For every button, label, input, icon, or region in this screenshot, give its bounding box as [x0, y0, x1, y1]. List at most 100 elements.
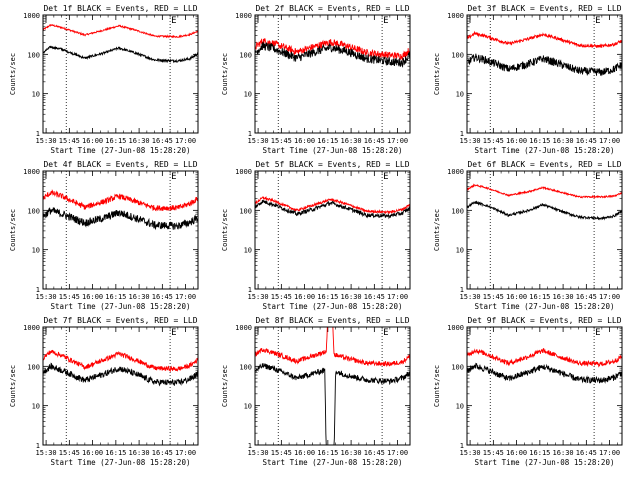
lld-series-line — [467, 348, 622, 368]
y-tick-label: 1000 — [23, 324, 40, 332]
x-tick-label: 16:00 — [82, 293, 103, 301]
x-axis-label: Start Time (27-Jun-08 15:28:20) — [263, 458, 403, 467]
y-tick-label: 10 — [244, 403, 252, 411]
x-axis-label: Start Time (27-Jun-08 15:28:20) — [51, 458, 191, 467]
y-tick-label: 1000 — [23, 168, 40, 176]
x-tick-label: 16:45 — [576, 449, 597, 457]
lld-series-line — [467, 30, 622, 49]
x-tick-label: 15:45 — [271, 449, 292, 457]
x-tick-label: 15:45 — [483, 137, 504, 145]
y-tick-label: 1000 — [235, 168, 252, 176]
detector-panel-2: Det 2f BLACK = Events, RED = LLD Counts/s… — [221, 4, 411, 155]
y-tick-label: 100 — [451, 363, 464, 371]
y-tick-label: 10 — [244, 91, 252, 99]
x-tick-label: 15:45 — [483, 293, 504, 301]
x-tick-label: 16:45 — [364, 137, 385, 145]
y-tick-label: 1000 — [447, 168, 464, 176]
x-axis-label: Start Time (27-Jun-08 15:28:20) — [51, 146, 191, 155]
event-marker-label: E — [383, 172, 388, 182]
lld-series-line — [467, 183, 622, 200]
y-tick-label: 100 — [239, 207, 252, 215]
x-tick-label: 17:00 — [387, 449, 408, 457]
x-tick-label: 16:30 — [341, 293, 362, 301]
lld-series-line — [255, 37, 410, 61]
event-marker-label: E — [595, 172, 600, 182]
x-tick-label: 16:45 — [364, 293, 385, 301]
x-tick-label: 15:45 — [59, 449, 80, 457]
x-tick-label: 16:45 — [152, 293, 173, 301]
x-tick-label: 16:15 — [105, 293, 126, 301]
x-tick-label: 16:00 — [506, 449, 527, 457]
x-tick-label: 16:15 — [529, 293, 550, 301]
x-tick-label: 16:45 — [152, 449, 173, 457]
x-axis-label: Start Time (27-Jun-08 15:28:20) — [263, 302, 403, 311]
x-tick-label: 16:45 — [364, 449, 385, 457]
x-tick-label: 16:30 — [553, 293, 574, 301]
x-tick-label: 16:30 — [129, 293, 150, 301]
x-tick-label: 16:30 — [129, 449, 150, 457]
x-tick-label: 15:30 — [460, 449, 481, 457]
y-tick-label: 10 — [456, 91, 464, 99]
x-tick-label: 16:30 — [341, 137, 362, 145]
y-tick-label: 1 — [460, 130, 464, 138]
y-tick-label: 1000 — [23, 12, 40, 20]
x-axis-label: Start Time (27-Jun-08 15:28:20) — [51, 302, 191, 311]
y-tick-label: 10 — [32, 91, 40, 99]
detector-panel-9: Det 9f BLACK = Events, RED = LLD Counts/s… — [433, 316, 623, 467]
x-tick-label: 17:00 — [175, 449, 196, 457]
detector-panel-3: Det 3f BLACK = Events, RED = LLD Counts/s… — [433, 4, 623, 155]
y-tick-label: 1000 — [235, 12, 252, 20]
x-tick-label: 16:00 — [294, 449, 315, 457]
x-tick-label: 15:30 — [248, 137, 269, 145]
event-marker-label: E — [595, 328, 600, 338]
panel-title: Det 3f BLACK = Events, RED = LLD — [467, 4, 621, 13]
detector-panel-5: Det 5f BLACK = Events, RED = LLD Counts/s… — [221, 160, 411, 311]
x-axis-label: Start Time (27-Jun-08 15:28:20) — [475, 302, 615, 311]
x-tick-label: 16:30 — [553, 137, 574, 145]
panel-title: Det 4f BLACK = Events, RED = LLD — [43, 160, 197, 169]
x-tick-label: 15:30 — [460, 137, 481, 145]
y-tick-label: 10 — [244, 247, 252, 255]
x-tick-label: 17:00 — [175, 137, 196, 145]
y-tick-label: 10 — [32, 247, 40, 255]
event-marker-label: E — [383, 16, 388, 26]
x-tick-label: 16:30 — [553, 449, 574, 457]
x-tick-label: 15:30 — [36, 449, 57, 457]
y-axis-label: Counts/sec — [433, 53, 441, 95]
x-tick-label: 16:00 — [82, 137, 103, 145]
x-tick-label: 15:30 — [248, 449, 269, 457]
x-tick-label: 17:00 — [387, 137, 408, 145]
panel-title: Det 5f BLACK = Events, RED = LLD — [255, 160, 409, 169]
y-tick-label: 1000 — [235, 324, 252, 332]
y-tick-label: 1 — [36, 130, 40, 138]
events-series-line — [43, 362, 198, 387]
x-tick-label: 15:45 — [271, 137, 292, 145]
plot-frame — [466, 14, 623, 134]
y-axis-label: Counts/sec — [221, 53, 229, 95]
x-tick-label: 16:00 — [506, 293, 527, 301]
x-tick-label: 17:00 — [175, 293, 196, 301]
event-marker-label: E — [171, 16, 176, 26]
plot-frame — [254, 14, 411, 134]
x-tick-label: 16:45 — [576, 137, 597, 145]
panel-title: Det 2f BLACK = Events, RED = LLD — [255, 4, 409, 13]
y-tick-label: 100 — [239, 363, 252, 371]
detector-panel-1: Det 1f BLACK = Events, RED = LLD Counts/s… — [9, 4, 199, 155]
x-tick-label: 15:30 — [248, 293, 269, 301]
panel-title: Det 7f BLACK = Events, RED = LLD — [43, 316, 197, 325]
y-tick-label: 1 — [248, 286, 252, 294]
lld-series-line — [255, 327, 410, 367]
y-axis-label: Counts/sec — [9, 53, 17, 95]
y-axis-label: Counts/sec — [9, 209, 17, 251]
events-series-line — [43, 45, 198, 64]
y-axis-label: Counts/sec — [433, 365, 441, 407]
y-axis-label: Counts/sec — [9, 365, 17, 407]
events-series-line — [255, 199, 410, 220]
x-tick-label: 16:00 — [82, 449, 103, 457]
x-tick-label: 15:45 — [59, 293, 80, 301]
y-axis-label: Counts/sec — [221, 365, 229, 407]
detector-panel-4: Det 4f BLACK = Events, RED = LLD Counts/s… — [9, 160, 199, 311]
lld-series-line — [43, 349, 198, 373]
events-series-line — [255, 363, 410, 445]
